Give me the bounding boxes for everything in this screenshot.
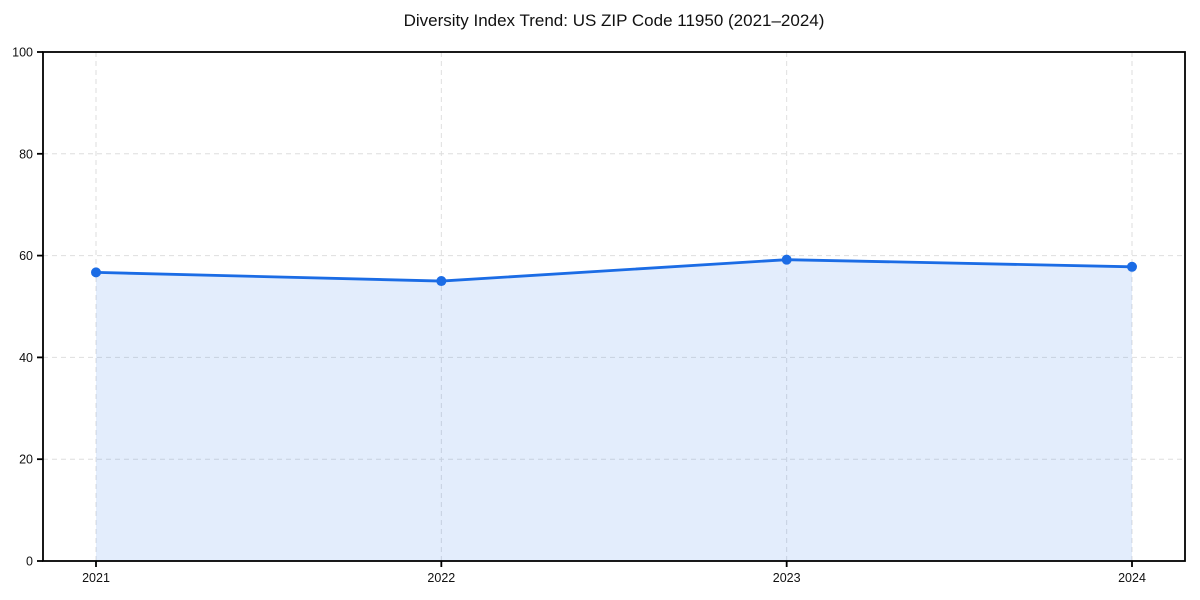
- x-tick-label: 2024: [1118, 571, 1146, 585]
- y-tick-label: 20: [19, 453, 33, 467]
- y-tick-label: 100: [12, 46, 33, 60]
- area-fill: [96, 259, 1132, 561]
- x-tick-label: 2022: [427, 571, 455, 585]
- x-tick-label: 2021: [82, 571, 110, 585]
- y-tick-label: 80: [19, 147, 33, 161]
- data-point: [436, 276, 447, 287]
- chart-title: Diversity Index Trend: US ZIP Code 11950…: [403, 11, 825, 30]
- y-tick-label: 60: [19, 249, 33, 263]
- data-point: [1127, 261, 1137, 272]
- y-tick-label: 40: [19, 351, 33, 365]
- data-point: [781, 254, 792, 265]
- plot-border: [42, 51, 1186, 562]
- x-tick-label: 2023: [773, 571, 801, 585]
- trend-line: [94, 258, 1134, 283]
- y-tick-label: 0: [26, 555, 33, 569]
- data-point: [91, 267, 101, 278]
